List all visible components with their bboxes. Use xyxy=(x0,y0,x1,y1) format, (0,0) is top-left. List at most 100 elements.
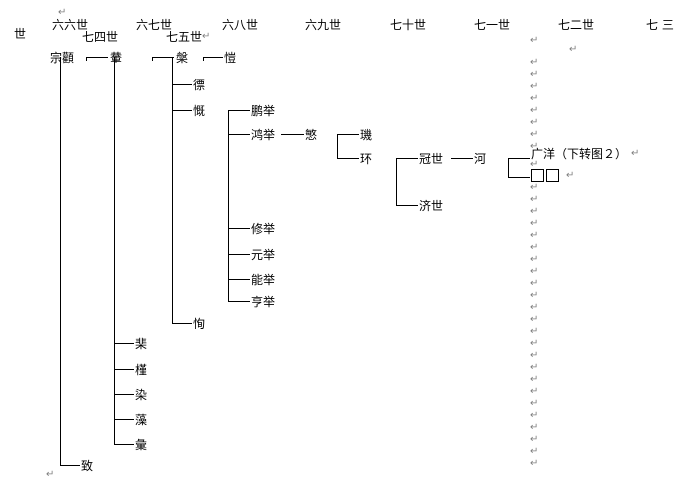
connector-vertical-7 xyxy=(508,158,509,177)
paragraph-return-mark-31: ↵ xyxy=(530,374,539,385)
connector-horizontal-15 xyxy=(228,228,250,229)
paragraph-return-mark-15: ↵ xyxy=(530,182,539,193)
paragraph-return-mark-11: ↵ xyxy=(530,141,539,152)
generation-label-0: 世 xyxy=(14,27,27,41)
paragraph-return-mark-23: ↵ xyxy=(530,278,539,289)
person-node-fei[interactable]: 棐 xyxy=(135,337,148,351)
paragraph-return-mark-36: ↵ xyxy=(530,434,539,445)
connector-horizontal-22 xyxy=(114,394,134,395)
generation-label-9: 七二世 xyxy=(558,18,595,32)
connector-vertical-0 xyxy=(86,57,87,61)
generation-label-3: 六七世 xyxy=(136,18,173,32)
connector-horizontal-24 xyxy=(114,444,134,445)
person-node-zao[interactable]: 慨 xyxy=(193,104,206,118)
paragraph-return-mark-20: ↵ xyxy=(530,242,539,253)
paragraph-return-mark-26: ↵ xyxy=(530,314,539,325)
connector-horizontal-10 xyxy=(396,158,418,159)
paragraph-return-mark-3: ↵ xyxy=(569,44,578,55)
connector-horizontal-19 xyxy=(172,323,192,324)
connector-horizontal-7 xyxy=(281,134,304,135)
connector-vertical-2 xyxy=(203,57,204,61)
paragraph-return-mark-18: ↵ xyxy=(530,218,539,229)
empty-name-box[interactable] xyxy=(531,169,544,182)
person-node-zongyan[interactable]: 宗顴 xyxy=(50,51,75,65)
connector-horizontal-13 xyxy=(508,177,530,178)
connector-horizontal-20 xyxy=(114,343,134,344)
connector-horizontal-2 xyxy=(203,57,223,58)
person-node-hongju[interactable]: 鸿举 xyxy=(251,128,276,142)
connector-vertical-4 xyxy=(228,110,229,301)
person-node-min[interactable]: 慜 xyxy=(305,128,318,142)
connector-horizontal-11 xyxy=(451,158,473,159)
person-node-guangyang[interactable]: 广洋（下转图２） xyxy=(531,147,628,161)
paragraph-return-mark-24: ↵ xyxy=(530,290,539,301)
connector-horizontal-8 xyxy=(337,134,359,135)
person-node-qing[interactable]: 槿 xyxy=(135,363,148,377)
paragraph-return-mark-4: ↵ xyxy=(530,57,539,68)
connector-horizontal-9 xyxy=(337,158,359,159)
connector-horizontal-12 xyxy=(508,158,530,159)
generation-label-7: 七十世 xyxy=(390,18,427,32)
paragraph-return-mark-37: ↵ xyxy=(530,446,539,457)
person-node-yuanju[interactable]: 元举 xyxy=(251,248,276,262)
person-node-unknown-pair[interactable] xyxy=(531,169,561,184)
connector-horizontal-14 xyxy=(396,205,418,206)
paragraph-return-mark-2: ↵ xyxy=(530,35,539,46)
paragraph-return-mark-30: ↵ xyxy=(530,362,539,373)
paragraph-return-mark-16: ↵ xyxy=(530,194,539,205)
person-node-chen[interactable]: 徱 xyxy=(193,78,206,92)
paragraph-return-mark-33: ↵ xyxy=(530,398,539,409)
connector-horizontal-1 xyxy=(152,57,174,58)
paragraph-return-mark-39: ↵ xyxy=(46,469,55,480)
paragraph-return-mark-19: ↵ xyxy=(530,230,539,241)
connector-horizontal-23 xyxy=(114,419,134,420)
connector-horizontal-4 xyxy=(172,110,192,111)
connector-vertical-5 xyxy=(337,134,338,158)
person-node-hui[interactable]: 彙 xyxy=(135,438,148,452)
person-node-gu[interactable]: 輂 xyxy=(110,51,123,65)
connector-horizontal-16 xyxy=(228,254,250,255)
connector-vertical-3 xyxy=(172,57,173,323)
person-node-he[interactable]: 河 xyxy=(474,152,487,166)
person-node-pengju[interactable]: 鹏举 xyxy=(251,104,276,118)
paragraph-return-mark-28: ↵ xyxy=(530,338,539,349)
generation-label-1: 六六世 xyxy=(52,18,89,32)
paragraph-return-mark-38: ↵ xyxy=(530,458,539,469)
person-node-xun[interactable]: 恂 xyxy=(193,317,206,331)
person-node-shu[interactable]: 璣 xyxy=(360,128,373,142)
empty-name-box[interactable] xyxy=(546,169,559,182)
connector-horizontal-3 xyxy=(172,84,192,85)
connector-horizontal-17 xyxy=(228,279,250,280)
paragraph-return-mark-27: ↵ xyxy=(530,326,539,337)
person-node-hengju[interactable]: 亨举 xyxy=(251,295,276,309)
paragraph-return-mark-0: ↵ xyxy=(58,7,67,18)
paragraph-return-mark-35: ↵ xyxy=(530,422,539,433)
person-node-nengju[interactable]: 能举 xyxy=(251,273,276,287)
person-node-kai[interactable]: 愷 xyxy=(224,51,237,65)
person-node-huan[interactable]: 环 xyxy=(360,152,373,166)
paragraph-return-mark-8: ↵ xyxy=(530,105,539,116)
connector-vertical-9 xyxy=(60,57,61,465)
person-node-jishi[interactable]: 济世 xyxy=(419,199,444,213)
connector-horizontal-0 xyxy=(86,57,108,58)
generation-label-6: 六九世 xyxy=(305,18,342,32)
person-node-ran[interactable]: 染 xyxy=(135,388,148,402)
person-node-guanshi[interactable]: 冠世 xyxy=(419,152,444,166)
person-node-xiuju[interactable]: 修举 xyxy=(251,222,276,236)
paragraph-return-mark-9: ↵ xyxy=(530,117,539,128)
person-node-zao2[interactable]: 藻 xyxy=(135,413,148,427)
person-node-zhi[interactable]: 致 xyxy=(81,459,94,473)
generation-label-8: 七一世 xyxy=(474,18,511,32)
paragraph-return-mark-21: ↵ xyxy=(530,254,539,265)
generation-label-5: 六八世 xyxy=(222,18,259,32)
connector-vertical-1 xyxy=(152,57,153,61)
connector-horizontal-25 xyxy=(60,465,80,466)
person-node-pan[interactable]: 槃 xyxy=(176,51,189,65)
paragraph-return-mark-6: ↵ xyxy=(530,81,539,92)
connector-vertical-6 xyxy=(396,158,397,205)
paragraph-return-mark-25: ↵ xyxy=(530,302,539,313)
paragraph-return-mark-12: ↵ xyxy=(631,148,640,159)
paragraph-return-mark-32: ↵ xyxy=(530,386,539,397)
paragraph-return-mark-10: ↵ xyxy=(530,129,539,140)
